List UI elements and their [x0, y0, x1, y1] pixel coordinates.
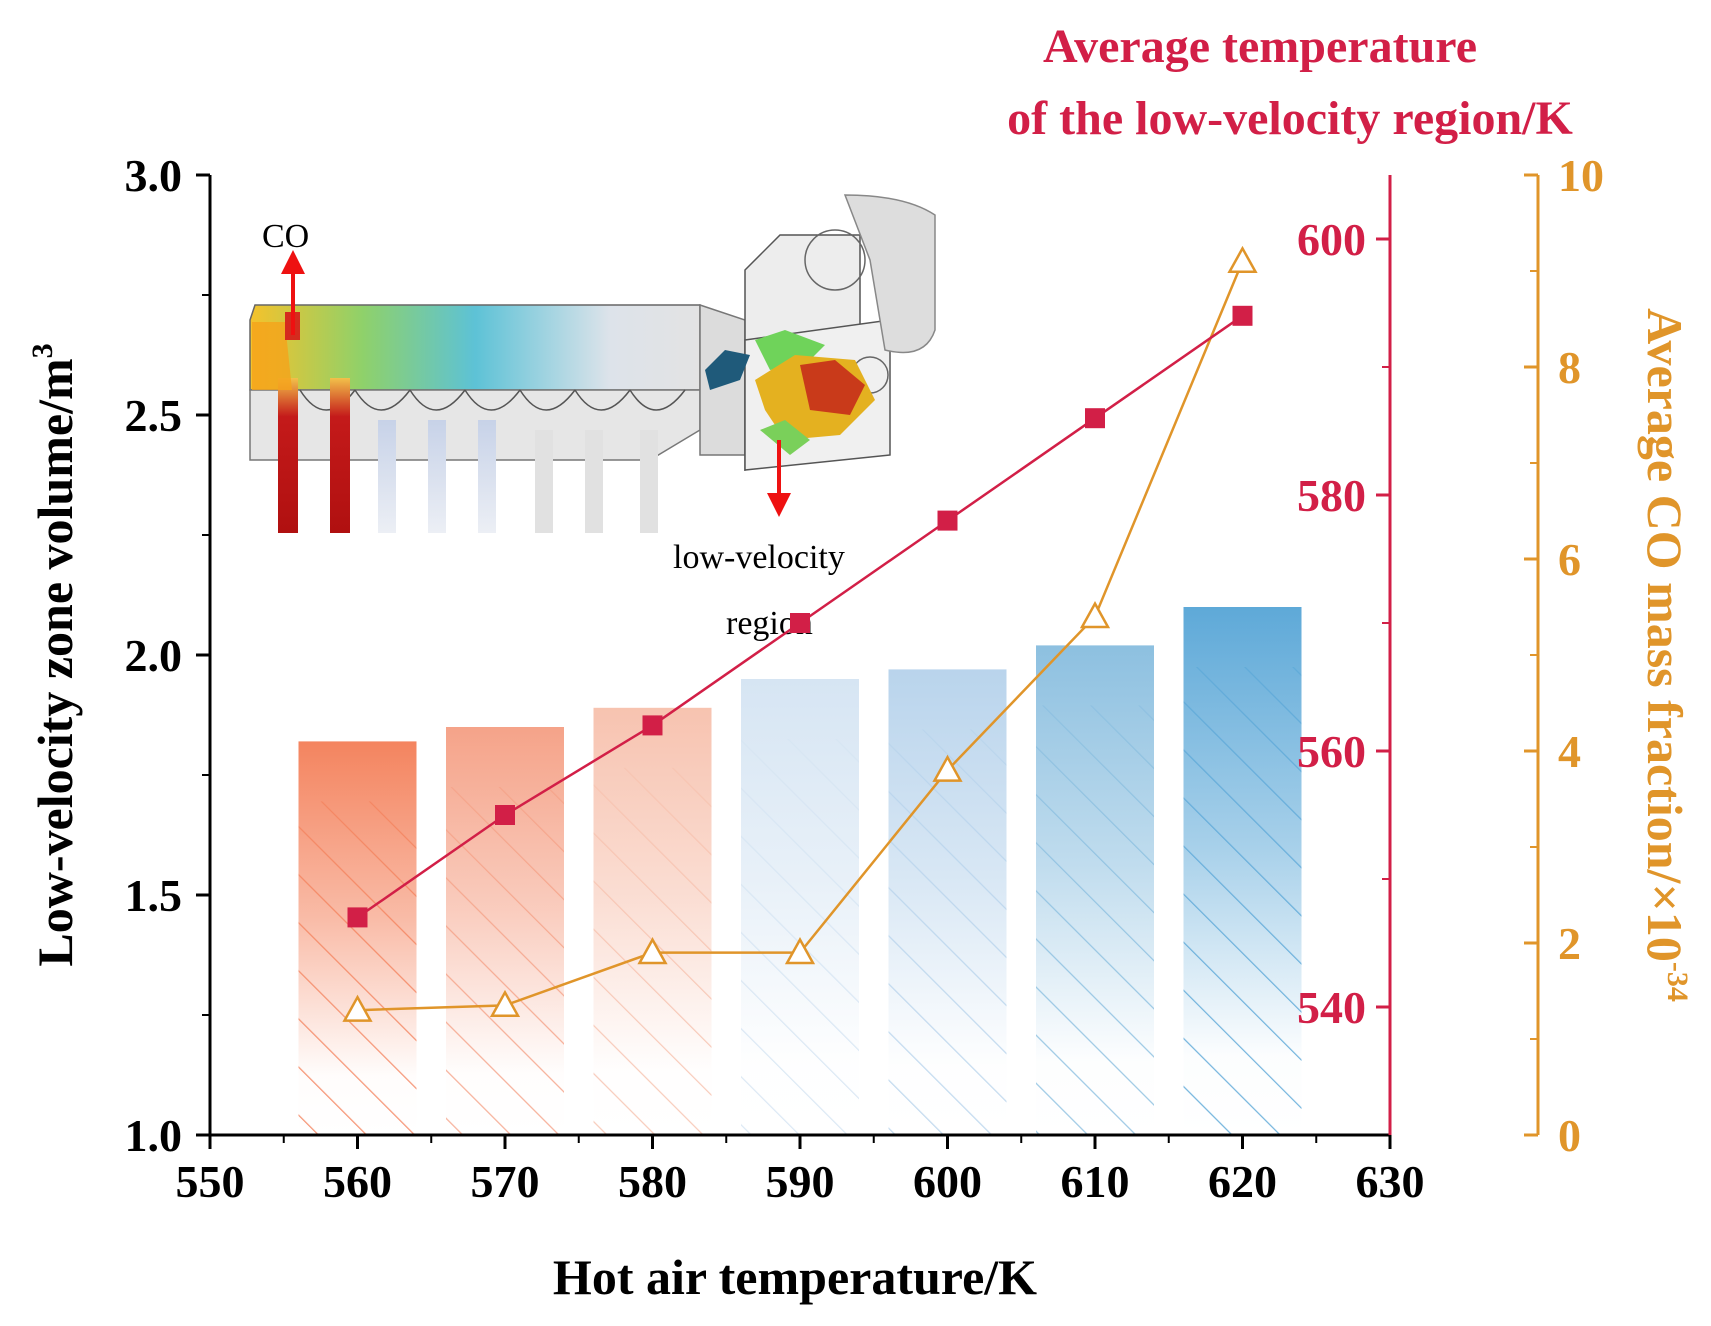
left-tick-label: 2.5	[125, 390, 183, 441]
co-annotation: CO	[262, 218, 309, 255]
right2-axis-title-base: Average CO mass fraction/×10	[1637, 308, 1693, 962]
line-series	[342, 245, 1258, 1022]
co-point-560	[342, 994, 373, 1022]
bar-hatch-590	[741, 739, 859, 1135]
right2-axis-title: Average CO mass fraction/×10-34	[1637, 308, 1694, 1002]
left-axis-title-sup: 3	[26, 343, 59, 358]
temp-point-610	[1085, 408, 1105, 429]
co-point-590	[784, 937, 816, 965]
co-point-620	[1227, 245, 1258, 274]
left-tick-label: 1.0	[125, 1110, 183, 1161]
co-point-600	[932, 754, 963, 782]
right1-tick-label: 560	[1297, 726, 1366, 777]
temp-point-590	[790, 613, 810, 633]
bar-hatch-600	[888, 729, 1007, 1135]
bar-series	[298, 607, 1302, 1135]
temp-point-580	[642, 715, 663, 736]
x-tick-label: 570	[471, 1156, 540, 1207]
right2-axis-title-sup: -34	[1661, 962, 1694, 1002]
right2-tick-label: 10	[1558, 150, 1604, 201]
co-point-570	[489, 989, 521, 1018]
left-tick-label: 3.0	[125, 150, 183, 201]
right-axis-title-line2: of the low-velocity region/K	[1007, 92, 1573, 145]
right-axis-title-line1: Average temperature	[1043, 20, 1477, 73]
right1-tick-label: 580	[1297, 470, 1366, 521]
bar-hatch-570	[446, 787, 564, 1135]
temp-point-560	[347, 907, 368, 928]
temp-point-570	[495, 805, 515, 825]
x-tick-label: 620	[1208, 1156, 1277, 1207]
left-axis-title: Low-velocity zone volume/m3	[26, 343, 83, 966]
right2-tick-label: 2	[1558, 918, 1581, 969]
left-axis-title-base: Low-velocity zone volume/m	[27, 358, 83, 966]
cfd-model-illustration	[249, 194, 936, 533]
left-tick-label: 1.5	[125, 870, 183, 921]
x-tick-label: 610	[1061, 1156, 1130, 1207]
axes: 550 560 570 580 590 600 610 620 6301.01.52.02.53…	[125, 150, 1605, 1207]
right2-tick-label: 6	[1558, 534, 1581, 585]
right1-tick-label: 540	[1297, 982, 1366, 1033]
x-tick-label: 580	[618, 1156, 687, 1207]
co-point-610	[1079, 601, 1111, 629]
bar-hatch-610	[1036, 705, 1154, 1135]
right2-tick-label: 4	[1558, 726, 1581, 777]
region-annotation-line1: low-velocity	[673, 539, 845, 576]
right2-tick-label: 0	[1558, 1110, 1581, 1161]
x-tick-label: 560	[323, 1156, 392, 1207]
bar-hatch-620	[1183, 667, 1302, 1135]
co-point-580	[637, 937, 668, 965]
bar-hatch-560	[298, 801, 417, 1135]
x-tick-label: 600	[913, 1156, 982, 1207]
x-tick-label: 630	[1356, 1156, 1425, 1207]
temp-point-600	[937, 510, 958, 531]
x-axis-title: Hot air temperature/K	[553, 1249, 1037, 1305]
temp-point-620	[1232, 305, 1253, 326]
right1-tick-label: 600	[1297, 214, 1366, 265]
x-tick-label: 550	[176, 1156, 245, 1207]
x-tick-label: 590	[766, 1156, 835, 1207]
left-tick-label: 2.0	[125, 630, 183, 681]
right2-tick-label: 8	[1558, 342, 1581, 393]
